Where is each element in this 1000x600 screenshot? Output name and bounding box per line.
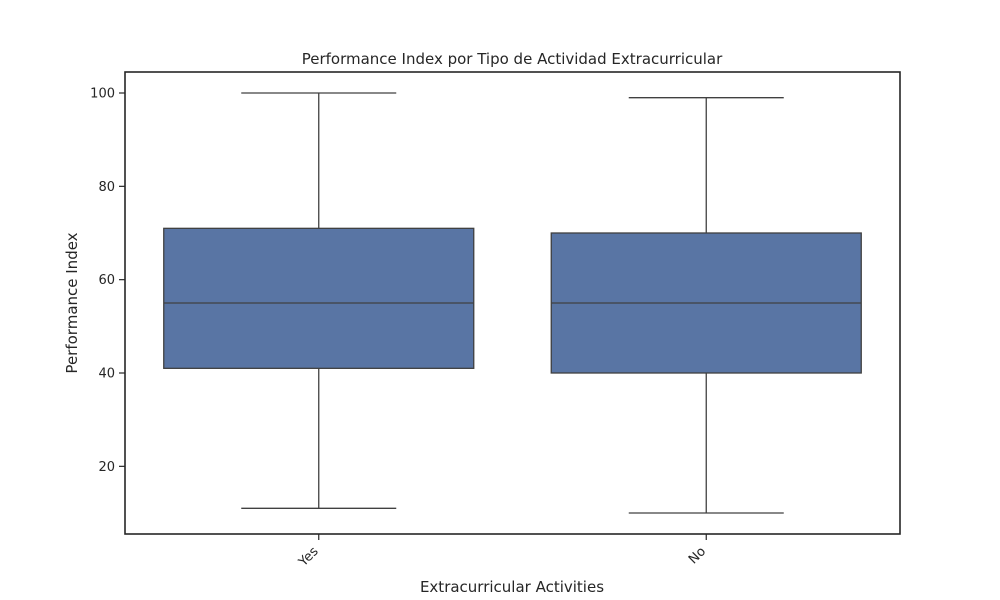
chart-title: Performance Index por Tipo de Actividad … [302,50,723,68]
y-tick-label-100: 100 [90,87,115,102]
y-tick-label-60: 60 [98,273,115,288]
x-tick-label-no: No [686,544,709,567]
y-axis-label: Performance Index [63,232,81,373]
x-axis-label: Extracurricular Activities [420,578,604,596]
y-tick-label-20: 20 [98,460,115,475]
y-tick-label-40: 40 [98,367,115,382]
plot-frame [124,71,901,535]
box-yes [163,227,475,369]
x-tick-label-yes: Yes [295,544,321,570]
y-tick-label-80: 80 [98,180,115,195]
